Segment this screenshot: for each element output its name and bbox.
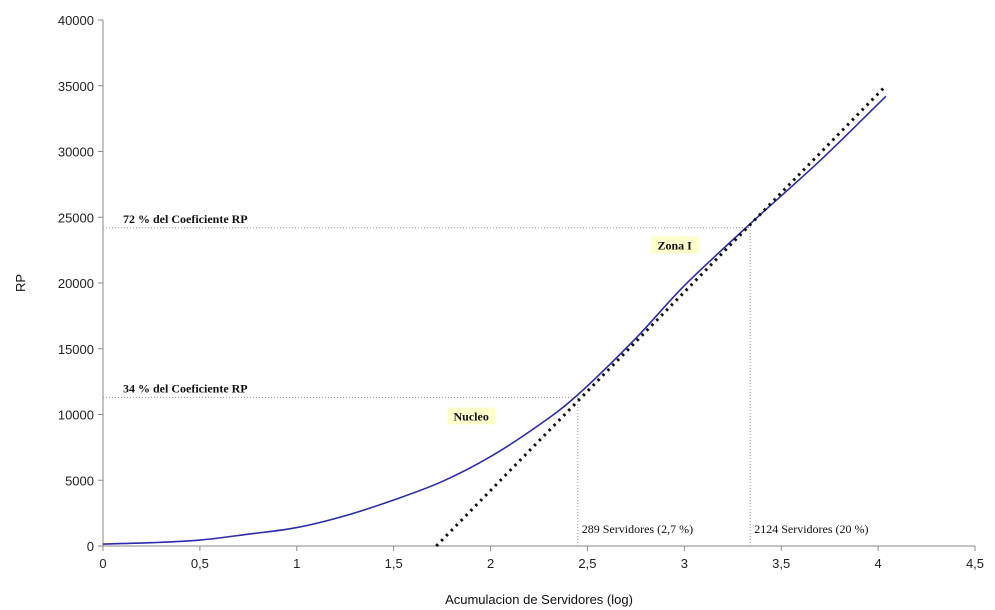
axes (102, 20, 975, 547)
x-axis-title: Acumulacion de Servidores (log) (445, 592, 633, 607)
reference-line-label: 72 % del Coeficiente RP (123, 212, 248, 226)
x-tick-label: 3,5 (772, 556, 790, 571)
reference-line-label: 34 % del Coeficiente RP (123, 381, 248, 395)
x-tick-label: 3 (681, 556, 688, 571)
x-tick-label: 4 (874, 556, 881, 571)
zone-label: Zona I (657, 238, 692, 252)
series-group (102, 84, 887, 548)
vertical-marker-label: 289 Servidores (2,7 %) (582, 522, 693, 536)
y-tick-label: 10000 (58, 408, 94, 423)
y-tick-label: 30000 (58, 145, 94, 160)
y-tick-label: 0 (87, 539, 94, 554)
trend-line (435, 84, 887, 548)
y-tick-label: 35000 (58, 79, 94, 94)
x-tick-label: 2,5 (578, 556, 596, 571)
zone-label-background (447, 407, 496, 425)
y-tick-label: 15000 (58, 342, 94, 357)
x-ticks: 0 0,5 1 1,5 2 2,5 3 3,5 4 4,5 (99, 546, 984, 571)
y-tick-label: 25000 (58, 210, 94, 225)
x-tick-label: 0 (99, 556, 106, 571)
zone-label-background (650, 236, 699, 254)
annotations: 72 % del Coeficiente RP 34 % del Coeficie… (123, 212, 869, 536)
vertical-marker-label: 2124 Servidores (20 %) (754, 522, 868, 536)
x-tick-label: 0,5 (191, 556, 209, 571)
y-ticks: 0 5000 10000 15000 20000 25000 30000 35000 40000 (58, 13, 103, 554)
y-tick-label: 20000 (58, 276, 94, 291)
x-tick-label: 1,5 (385, 556, 403, 571)
x-tick-label: 1 (293, 556, 300, 571)
y-tick-label: 5000 (65, 473, 94, 488)
reference-lines (103, 227, 751, 546)
y-axis-title: RP (13, 274, 28, 292)
x-tick-label: 2 (487, 556, 494, 571)
x-tick-label: 4,5 (966, 556, 984, 571)
data-series-line (102, 95, 887, 545)
zone-label: Nucleo (454, 409, 489, 423)
y-tick-label: 40000 (58, 13, 94, 28)
